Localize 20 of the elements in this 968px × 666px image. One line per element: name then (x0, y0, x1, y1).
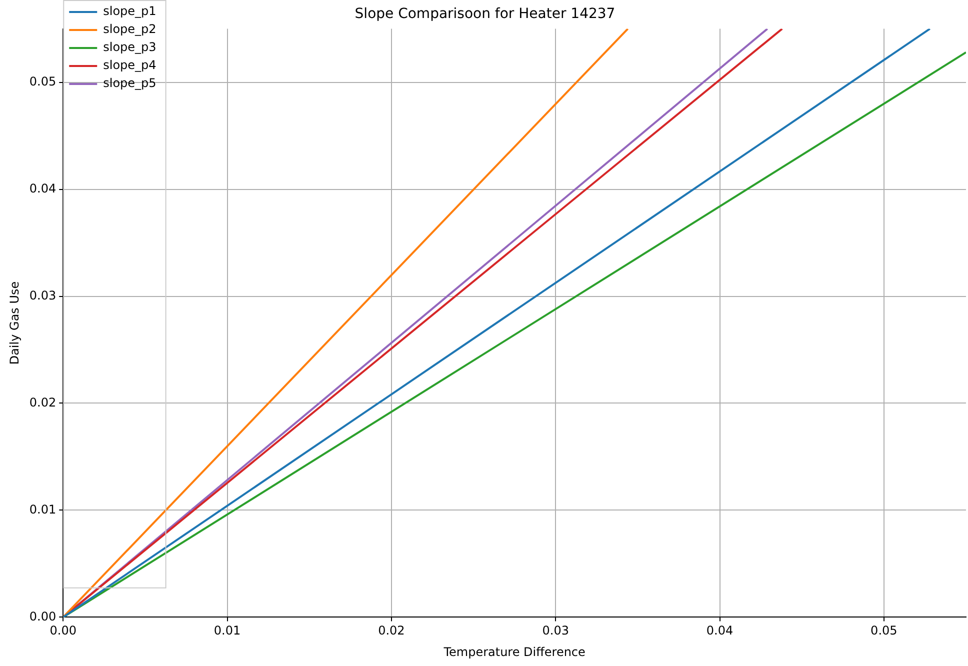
x-tick-label: 0.04 (706, 624, 734, 638)
x-tick-label: 0.02 (378, 624, 405, 638)
legend-label: slope_p3 (103, 40, 156, 54)
y-tick-label: 0.05 (29, 74, 56, 88)
legend-label: slope_p5 (103, 76, 156, 90)
legend-label: slope_p2 (103, 22, 156, 36)
y-tick-label: 0.02 (29, 395, 56, 410)
y-tick-label: 0.01 (29, 502, 56, 516)
y-axis-title: Daily Gas Use (7, 281, 22, 365)
chart-title: Slope Comparisoon for Heater 14237 (354, 6, 616, 22)
legend-label: slope_p4 (103, 58, 156, 72)
x-tick-label: 0.03 (542, 624, 569, 638)
x-axis-title: Temperature Difference (442, 644, 586, 659)
y-tick-label: 0.00 (29, 609, 56, 624)
x-tick-label: 0.01 (214, 624, 241, 638)
x-tick-label: 0.05 (870, 624, 898, 638)
x-tick-label: 0.00 (50, 624, 76, 638)
y-tick-label: 0.03 (29, 288, 56, 302)
legend-label: slope_p1 (103, 4, 156, 18)
y-tick-label: 0.04 (29, 181, 56, 196)
